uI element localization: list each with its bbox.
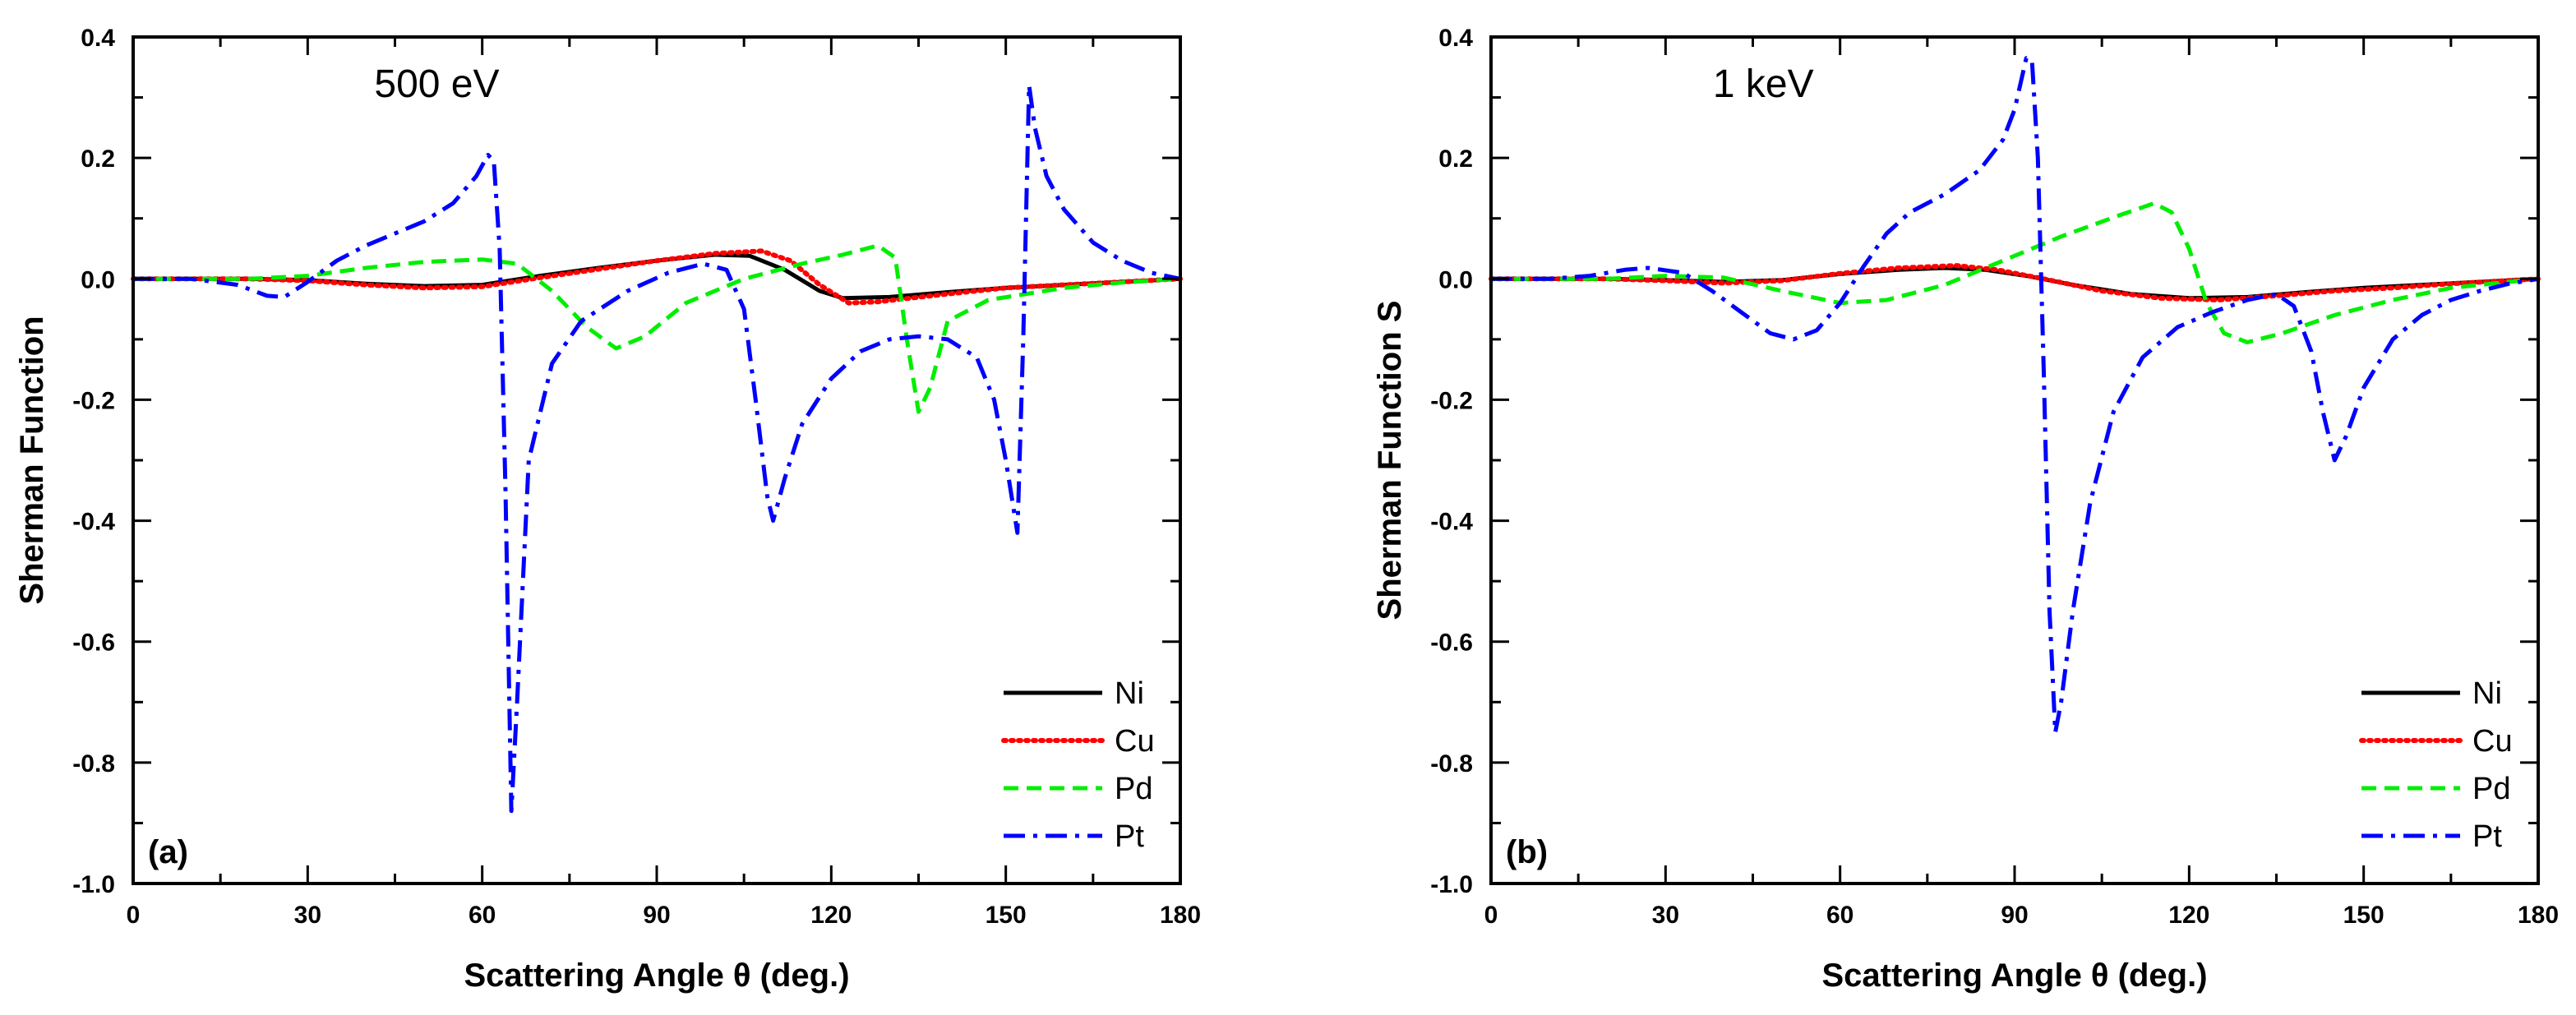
x-tick-label: 30 bbox=[294, 902, 321, 929]
legend-label-pt: Pt bbox=[1115, 819, 1144, 854]
tick-marks bbox=[132, 35, 1182, 885]
series-line-pd bbox=[133, 243, 1181, 414]
y-tick-label: 0.0 bbox=[81, 266, 115, 293]
x-tick-label: 120 bbox=[2168, 902, 2209, 929]
series-layer bbox=[131, 83, 1183, 814]
y-axis-title: Sherman Function bbox=[14, 316, 50, 604]
series-line-cu bbox=[131, 248, 1183, 306]
x-axis-title: Scattering Angle θ (deg.) bbox=[464, 957, 849, 994]
x-tick-label: 90 bbox=[2001, 902, 2028, 929]
legend-label-pt: Pt bbox=[2472, 819, 2502, 854]
y-axis-title: Sherman Function S bbox=[1372, 301, 1408, 621]
series-line-pt bbox=[1491, 56, 2539, 735]
x-tick-label: 0 bbox=[1484, 902, 1498, 929]
y-tick-label: 0.4 bbox=[81, 25, 115, 52]
plot-frame bbox=[132, 35, 1182, 885]
series-line-pt bbox=[133, 83, 1181, 814]
x-tick-label: 60 bbox=[1826, 902, 1854, 929]
energy-annotation: 500 eV bbox=[374, 62, 499, 106]
legend-label-ni: Ni bbox=[1115, 676, 1144, 711]
x-tick-label: 90 bbox=[643, 902, 670, 929]
legend-label-ni: Ni bbox=[2472, 676, 2502, 711]
legend-label-pd: Pd bbox=[1115, 772, 1152, 806]
y-tick-label: -0.2 bbox=[72, 387, 115, 414]
y-tick-label: 0.2 bbox=[1438, 145, 1473, 173]
series-line-pd bbox=[1491, 201, 2539, 344]
x-tick-label: 180 bbox=[1160, 902, 1201, 929]
x-tick-label: 180 bbox=[2518, 902, 2559, 929]
x-tick-label: 30 bbox=[1652, 902, 1679, 929]
x-tick-label: 60 bbox=[469, 902, 496, 929]
tick-marks bbox=[1489, 35, 2540, 885]
x-axis-title: Scattering Angle θ (deg.) bbox=[1821, 957, 2207, 994]
plot-frame bbox=[1489, 35, 2540, 885]
panel-label: (b) bbox=[1506, 834, 1548, 870]
tick-labels: 0 30 60 90 120 150 180 -1.0 -0.8 -0.6 -0.4 -0.2 0.0 0… bbox=[1430, 25, 2559, 929]
x-tick-label: 150 bbox=[2343, 902, 2384, 929]
series-layer bbox=[1489, 56, 2541, 735]
y-tick-label: -0.4 bbox=[72, 509, 115, 536]
legend-label-pd: Pd bbox=[2472, 772, 2510, 806]
y-tick-label: -0.2 bbox=[1430, 387, 1473, 414]
legend-label-cu: Cu bbox=[1115, 724, 1155, 759]
y-tick-label: -1.0 bbox=[72, 871, 115, 898]
y-tick-label: -0.6 bbox=[72, 630, 115, 657]
series-line-cu bbox=[1489, 263, 2541, 302]
chart-panel-b: 0 30 60 90 120 150 180 -1.0 -0.8 -0.6 -0.4 -0.2 0.0 0… bbox=[1372, 25, 2559, 994]
energy-annotation: 1 keV bbox=[1713, 62, 1814, 106]
panel-label: (a) bbox=[148, 834, 188, 870]
y-tick-label: -1.0 bbox=[1430, 871, 1473, 898]
y-tick-label: -0.4 bbox=[1430, 509, 1473, 536]
x-tick-label: 120 bbox=[810, 902, 852, 929]
y-tick-label: 0.4 bbox=[1438, 25, 1473, 52]
x-tick-label: 150 bbox=[986, 902, 1027, 929]
y-tick-label: 0.2 bbox=[81, 145, 115, 173]
y-tick-label: -0.8 bbox=[72, 750, 115, 777]
x-tick-label: 0 bbox=[127, 902, 141, 929]
tick-labels: 0 30 60 90 120 150 180 -1.0 -0.8 -0.6 -0.4 -0.2 0.0 0… bbox=[72, 25, 1201, 929]
y-tick-label: 0.0 bbox=[1438, 266, 1473, 293]
legend-label-cu: Cu bbox=[2472, 724, 2513, 759]
legend: Ni Cu Pd Pt bbox=[1001, 676, 1155, 854]
y-tick-label: -0.8 bbox=[1430, 750, 1473, 777]
chart-panel-a: 0 30 60 90 120 150 180 -1.0 -0.8 -0.6 -0.4 -0.2 0.0 0… bbox=[14, 25, 1201, 994]
legend: Ni Cu Pd Pt bbox=[2359, 676, 2513, 854]
y-tick-label: -0.6 bbox=[1430, 630, 1473, 657]
